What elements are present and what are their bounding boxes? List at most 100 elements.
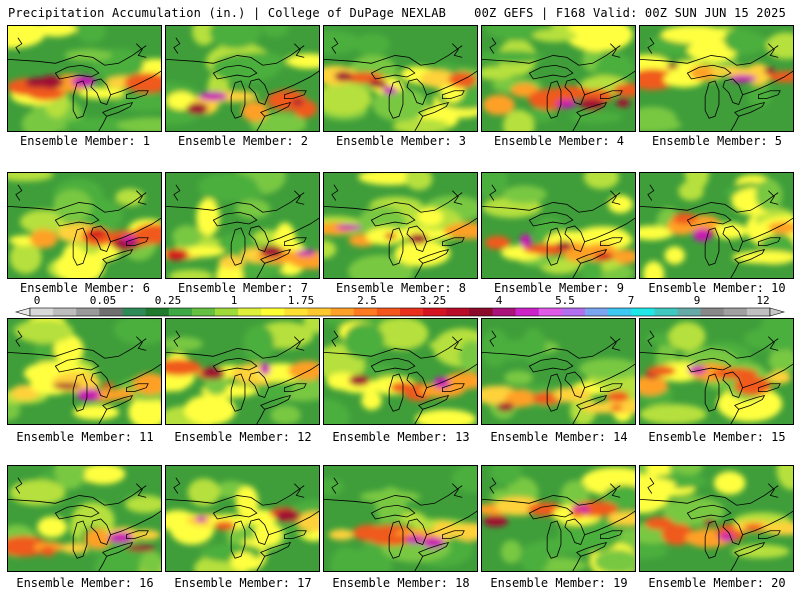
- legend-max-arrow: [769, 307, 786, 317]
- legend-color-swatch: [330, 308, 355, 316]
- ensemble-member-map: [165, 172, 320, 279]
- great-lakes-outline: [8, 477, 161, 571]
- legend-color-swatch: [723, 308, 748, 316]
- ensemble-member-map: [481, 172, 636, 279]
- legend-color-swatch: [515, 308, 540, 316]
- legend-color-swatch: [423, 308, 447, 316]
- legend-tick-label: 2.5: [357, 294, 377, 307]
- great-lakes-outline: [482, 184, 635, 278]
- great-lakes-outline: [482, 330, 635, 424]
- legend-color-swatch: [191, 308, 216, 316]
- great-lakes-outline: [324, 477, 477, 571]
- great-lakes-outline: [166, 330, 319, 424]
- ensemble-member-map: [323, 318, 478, 425]
- ensemble-member-label: Ensemble Member: 8: [335, 281, 467, 295]
- legend-tick-label: 5.5: [555, 294, 575, 307]
- legend-color-swatch: [76, 308, 100, 316]
- ensemble-member-map: [7, 318, 162, 425]
- great-lakes-outline: [640, 184, 793, 278]
- legend-color-swatch: [538, 308, 563, 316]
- great-lakes-outline: [640, 330, 793, 424]
- ensemble-member-map: [323, 25, 478, 132]
- ensemble-member-map: [323, 172, 478, 279]
- legend-color-swatch: [746, 308, 771, 316]
- legend-color-swatch: [353, 308, 378, 316]
- ensemble-member-label: Ensemble Member: 19: [490, 576, 628, 590]
- legend-color-swatch: [145, 308, 170, 316]
- legend-color-swatch: [30, 308, 54, 316]
- legend-tick-label: 1.75: [288, 294, 315, 307]
- great-lakes-outline: [482, 37, 635, 131]
- ensemble-member-map: [165, 318, 320, 425]
- ensemble-member-label: Ensemble Member: 16: [16, 576, 154, 590]
- legend-tick-label: 3.25: [420, 294, 447, 307]
- ensemble-member-label: Ensemble Member: 5: [651, 134, 783, 148]
- great-lakes-outline: [8, 184, 161, 278]
- ensemble-member-map: [323, 465, 478, 572]
- legend-color-swatch: [677, 308, 702, 316]
- ensemble-member-map: [165, 25, 320, 132]
- great-lakes-outline: [8, 37, 161, 131]
- legend-tick-label: 7: [628, 294, 635, 307]
- legend-tick-label: 9: [694, 294, 701, 307]
- ensemble-member-label: Ensemble Member: 15: [648, 430, 786, 444]
- legend-color-swatch: [469, 308, 493, 316]
- ensemble-member-label: Ensemble Member: 20: [648, 576, 786, 590]
- legend-color-swatch: [400, 308, 424, 316]
- legend-color-swatch: [284, 308, 308, 316]
- ensemble-member-label: Ensemble Member: 11: [16, 430, 154, 444]
- map-title: Precipitation Accumulation (in.) | Colle…: [8, 6, 447, 20]
- ensemble-member-label: Ensemble Member: 7: [177, 281, 309, 295]
- great-lakes-outline: [8, 330, 161, 424]
- legend-color-swatch: [168, 308, 193, 316]
- ensemble-member-label: Ensemble Member: 12: [174, 430, 312, 444]
- ensemble-member-label: Ensemble Member: 2: [177, 134, 309, 148]
- legend-min-arrow: [14, 307, 31, 317]
- great-lakes-outline: [324, 330, 477, 424]
- ensemble-member-label: Ensemble Member: 6: [19, 281, 151, 295]
- great-lakes-outline: [166, 184, 319, 278]
- legend-color-swatch: [446, 308, 470, 316]
- ensemble-member-map: [481, 25, 636, 132]
- legend-color-swatch: [492, 308, 517, 316]
- great-lakes-outline: [324, 184, 477, 278]
- ensemble-member-label: Ensemble Member: 1: [19, 134, 151, 148]
- legend-tick-label: 0.25: [155, 294, 182, 307]
- ensemble-member-map: [639, 465, 794, 572]
- ensemble-member-label: Ensemble Member: 10: [648, 281, 786, 295]
- legend-tick-label: 1: [231, 294, 238, 307]
- great-lakes-outline: [640, 37, 793, 131]
- legend-color-swatch: [215, 308, 239, 316]
- ensemble-member-label: Ensemble Member: 17: [174, 576, 312, 590]
- legend-color-swatch: [585, 308, 609, 316]
- legend-color-swatch: [122, 308, 147, 316]
- legend-color-swatch: [53, 308, 77, 316]
- legend-color-swatch: [654, 308, 678, 316]
- legend-color-swatch: [561, 308, 586, 316]
- ensemble-member-map: [7, 465, 162, 572]
- great-lakes-outline: [640, 477, 793, 571]
- ensemble-member-map: [165, 465, 320, 572]
- ensemble-member-map: [481, 318, 636, 425]
- legend-color-swatch: [631, 308, 655, 316]
- legend-color-swatch: [376, 308, 401, 316]
- ensemble-member-map: [639, 172, 794, 279]
- ensemble-member-map: [639, 25, 794, 132]
- legend-color-swatch: [307, 308, 332, 316]
- ensemble-member-label: Ensemble Member: 3: [335, 134, 467, 148]
- great-lakes-outline: [482, 477, 635, 571]
- great-lakes-outline: [166, 37, 319, 131]
- ensemble-member-label: Ensemble Member: 18: [332, 576, 470, 590]
- ensemble-member-label: Ensemble Member: 13: [332, 430, 470, 444]
- ensemble-member-map: [639, 318, 794, 425]
- legend-color-swatch: [99, 308, 123, 316]
- legend-color-swatch: [238, 308, 262, 316]
- ensemble-member-map: [7, 172, 162, 279]
- ensemble-member-label: Ensemble Member: 9: [493, 281, 625, 295]
- legend-tick-label: 0: [34, 294, 41, 307]
- legend-color-swatch: [608, 308, 632, 316]
- ensemble-member-map: [481, 465, 636, 572]
- legend-tick-label: 12: [756, 294, 769, 307]
- legend-color-swatch: [261, 308, 285, 316]
- ensemble-member-label: Ensemble Member: 14: [490, 430, 628, 444]
